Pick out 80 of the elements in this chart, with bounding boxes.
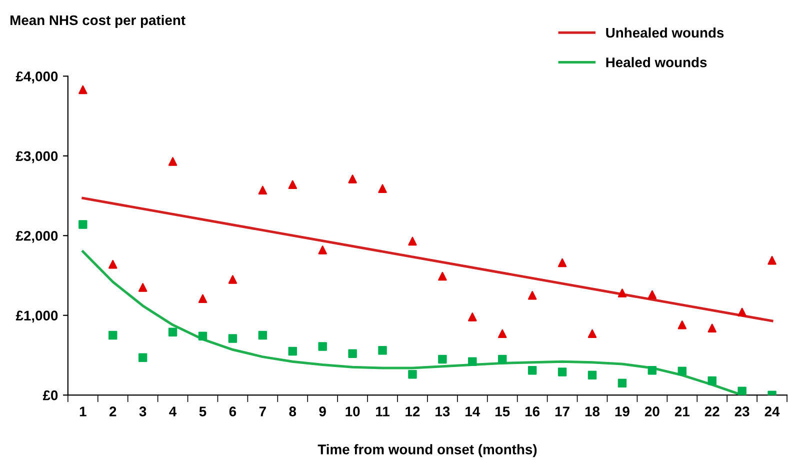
point — [408, 236, 417, 246]
point — [618, 378, 627, 388]
point — [168, 328, 178, 336]
point — [348, 174, 357, 184]
x-tick-label: 19 — [615, 406, 630, 416]
x-tick-label: 4 — [169, 406, 177, 416]
x-tick-label: 21 — [674, 406, 690, 416]
point — [318, 342, 327, 351]
point — [228, 334, 238, 343]
point — [108, 260, 118, 269]
x-tick-label: 14 — [466, 406, 480, 416]
point — [288, 180, 298, 189]
x-tick-label: 16 — [525, 406, 540, 416]
point — [168, 157, 178, 166]
x-tick-label: 8 — [289, 406, 296, 416]
point — [528, 291, 537, 300]
point — [648, 366, 657, 375]
point — [408, 370, 417, 379]
x-tick-label: 12 — [406, 406, 420, 416]
x-tick-label: 24 — [764, 406, 780, 416]
x-tick-label: 3 — [139, 406, 146, 416]
point — [198, 294, 208, 303]
point — [558, 258, 567, 268]
x-tick-label: 18 — [585, 406, 600, 416]
point — [78, 220, 88, 229]
point — [558, 368, 567, 376]
point — [498, 329, 507, 338]
point — [498, 354, 507, 364]
x-axis-title: Time from wound onset (months) — [318, 444, 537, 458]
point — [528, 366, 537, 375]
point — [438, 272, 447, 281]
point — [258, 186, 268, 195]
point — [708, 376, 716, 386]
x-tick-label: 11 — [376, 406, 390, 416]
point — [588, 329, 597, 338]
point — [258, 330, 268, 340]
y-axis-title: Mean NHS cost per patient — [10, 14, 186, 28]
point — [318, 246, 327, 254]
point — [378, 346, 387, 355]
y-tick-label: £0 — [42, 390, 58, 400]
x-tick-label: 13 — [436, 406, 450, 416]
point — [378, 184, 387, 193]
x-tick-label: 17 — [555, 406, 570, 416]
point — [588, 370, 597, 380]
point — [108, 330, 118, 340]
x-tick-label: 1 — [80, 406, 86, 416]
point — [138, 283, 148, 292]
point — [618, 288, 627, 298]
x-tick-label: 10 — [346, 406, 360, 416]
x-tick-label: 20 — [644, 406, 660, 416]
point — [288, 346, 298, 356]
x-tick-label: 2 — [109, 406, 116, 416]
point — [768, 256, 776, 265]
point — [138, 353, 148, 362]
y-tick-label: £3,000 — [16, 151, 58, 164]
point — [348, 349, 357, 358]
point — [228, 275, 238, 284]
x-tick-label: 23 — [734, 406, 750, 416]
legend-label: Healed wounds — [606, 57, 707, 68]
point — [678, 320, 687, 330]
point — [468, 312, 477, 322]
x-tick-label: 6 — [229, 406, 236, 416]
point — [198, 332, 208, 340]
y-tick-label: £2,000 — [16, 230, 58, 243]
x-tick-label: 5 — [199, 406, 206, 416]
point — [678, 366, 687, 376]
point — [648, 290, 657, 299]
point — [468, 357, 477, 366]
x-tick-label: 9 — [319, 406, 326, 416]
point — [738, 308, 746, 317]
y-tick-label: £4,000 — [16, 71, 58, 84]
point — [78, 85, 88, 94]
point — [708, 324, 716, 332]
x-tick-label: 22 — [704, 406, 720, 416]
x-tick-label: 7 — [259, 406, 266, 416]
point — [738, 386, 746, 396]
legend-label: Unhealed wounds — [606, 27, 724, 38]
point — [438, 354, 447, 364]
x-tick-label: 15 — [496, 406, 510, 416]
y-tick-label: £1,000 — [16, 310, 58, 323]
